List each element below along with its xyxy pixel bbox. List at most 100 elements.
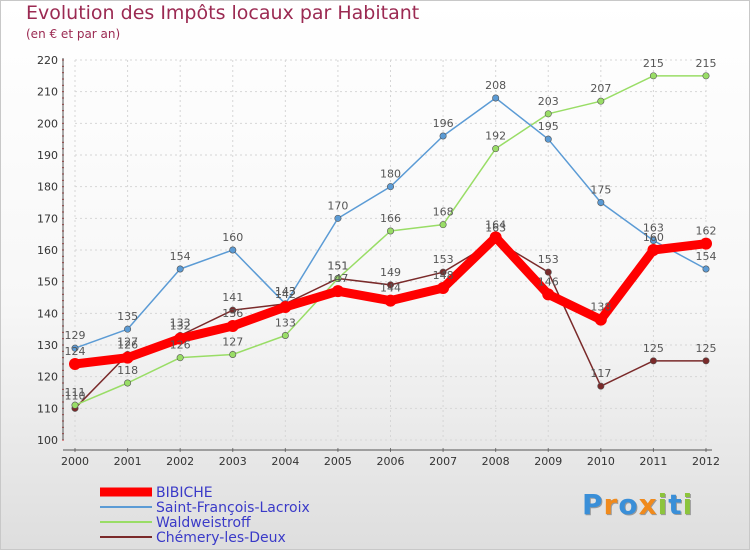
data-labels: 110 127 133 141 143 151 149 153 163 153 117 125 125 1…: [65, 57, 717, 403]
x-tick-label: 2000: [61, 455, 89, 468]
data-point: [649, 357, 657, 365]
x-tick-label: 2011: [639, 455, 667, 468]
data-label: 149: [380, 266, 401, 279]
data-label: 175: [590, 184, 611, 197]
legend-label: Waldweistroff: [156, 515, 251, 531]
data-point: [386, 183, 394, 191]
data-point: [544, 110, 552, 118]
data-label: 163: [643, 222, 664, 235]
logo-letter: i: [657, 488, 669, 521]
data-point: [544, 135, 552, 143]
data-label: 215: [643, 57, 664, 70]
data-label: 153: [433, 253, 454, 266]
x-tick-label: 2012: [692, 455, 720, 468]
y-tick-label: 180: [37, 181, 58, 194]
data-label: 125: [643, 342, 664, 355]
data-point: [71, 344, 79, 352]
logo-letter: P: [582, 488, 604, 521]
chart-subtitle: (en € et par an): [26, 27, 121, 41]
data-label: 195: [538, 120, 559, 133]
data-point: [597, 199, 605, 207]
y-tick-label: 100: [37, 434, 58, 447]
data-point: [702, 265, 710, 273]
series-lines: [69, 72, 712, 412]
data-point: [492, 94, 500, 102]
data-label: 126: [117, 339, 138, 352]
data-label: 148: [433, 269, 454, 282]
logo-letter: o: [618, 488, 639, 521]
data-label: 142: [275, 288, 296, 301]
data-label: 147: [327, 272, 348, 285]
data-label: 160: [643, 231, 664, 244]
logo-letter: x: [638, 488, 658, 521]
data-point: [229, 350, 237, 358]
x-tick-label: 2006: [377, 455, 405, 468]
data-label: 162: [696, 225, 717, 238]
y-tick-label: 190: [37, 149, 58, 162]
data-point: [439, 268, 447, 276]
data-label: 136: [222, 307, 243, 320]
data-label: 164: [485, 218, 506, 231]
x-tick-label: 2005: [324, 455, 352, 468]
data-label: 192: [485, 130, 506, 143]
data-label: 196: [433, 117, 454, 130]
data-label: 160: [222, 231, 243, 244]
data-point: [489, 231, 502, 244]
data-label: 151: [327, 260, 348, 273]
chart-title: Evolution des Impôts locaux par Habitant: [26, 2, 420, 24]
logo-letter: r: [603, 488, 619, 521]
data-point: [492, 145, 500, 153]
data-label: 143: [275, 285, 296, 298]
data-label: 126: [170, 339, 191, 352]
x-tick-label: 2008: [482, 455, 510, 468]
y-tick-label: 140: [37, 307, 58, 320]
logo-letter: t: [668, 488, 683, 521]
data-point: [229, 306, 237, 314]
data-label: 203: [538, 95, 559, 108]
legend-label: Chémery-les-Deux: [156, 530, 286, 546]
data-point: [386, 227, 394, 235]
data-label: 118: [117, 364, 138, 377]
data-label: 129: [65, 329, 86, 342]
data-point: [700, 237, 712, 250]
data-point: [174, 332, 187, 345]
logo-letter: i: [682, 488, 694, 521]
x-tick-label: 2002: [166, 455, 194, 468]
data-point: [226, 320, 239, 332]
data-label: 215: [696, 57, 717, 70]
y-tick-label: 150: [37, 276, 58, 289]
data-label: 208: [485, 79, 506, 92]
x-tick-label: 2009: [534, 455, 562, 468]
data-label: 163: [485, 222, 506, 235]
data-point: [124, 325, 132, 333]
data-label: 151: [327, 260, 348, 273]
data-label: 166: [380, 212, 401, 225]
data-point: [544, 268, 552, 276]
y-tick-label: 220: [37, 54, 58, 67]
y-tick-label: 170: [37, 212, 58, 225]
data-label: 133: [275, 317, 296, 330]
data-point: [594, 313, 607, 326]
data-label: 132: [170, 320, 191, 333]
legend: BIBICHESaint-François-LacroixWaldweistro…: [100, 485, 310, 546]
data-label: 127: [222, 336, 243, 349]
data-label: 124: [65, 345, 86, 358]
data-label: 168: [433, 206, 454, 219]
data-point: [384, 294, 397, 307]
data-point: [334, 214, 342, 222]
data-label: 135: [117, 310, 138, 323]
data-label: 144: [380, 282, 401, 295]
data-label: 154: [696, 250, 717, 263]
data-point: [597, 382, 605, 390]
data-label: 154: [170, 250, 191, 263]
data-point: [439, 221, 447, 229]
data-point: [176, 265, 184, 273]
x-tick-label: 2001: [114, 455, 142, 468]
data-label: 141: [222, 291, 243, 304]
y-tick-label: 110: [37, 402, 58, 415]
data-point: [386, 281, 394, 289]
legend-label: BIBICHE: [156, 485, 213, 501]
data-label: 125: [696, 342, 717, 355]
y-tick-label: 210: [37, 86, 58, 99]
